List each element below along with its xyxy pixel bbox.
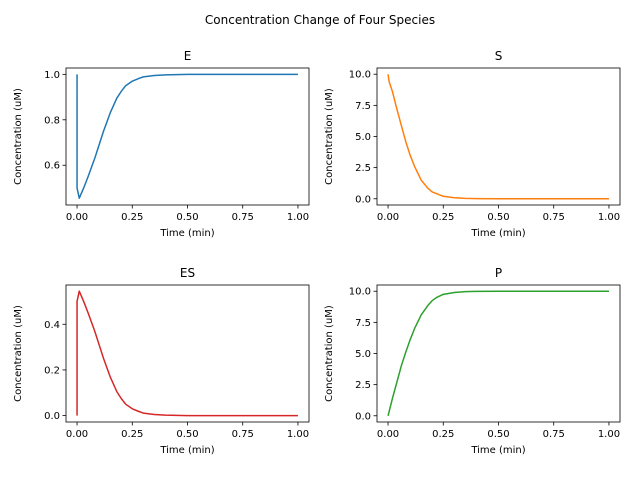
subplot-title-es: ES <box>180 266 195 280</box>
x-tick-label: 0.00 <box>66 429 88 440</box>
y-tick-label: 7.5 <box>355 101 371 112</box>
y-tick-label: 0.6 <box>44 161 60 172</box>
y-tick-label: 0.0 <box>355 411 371 422</box>
x-tick-label: 1.00 <box>287 429 309 440</box>
subplot-e: E 0.00 0.25 0.50 0.75 1.00 0.6 0.8 1.0 Time (min)… <box>13 49 310 239</box>
y-axis-label-e: Concentration (uM) <box>13 88 24 185</box>
x-tick-label: 0.75 <box>232 212 254 223</box>
x-tick-label: 0.50 <box>176 429 198 440</box>
x-axis-label-s: Time (min) <box>470 228 525 239</box>
x-tick-label: 0.00 <box>377 212 399 223</box>
subplot-es: ES 0.00 0.25 0.50 0.75 1.00 0.0 0.2 0.4 Time (min… <box>13 266 310 456</box>
subplot-p: P 0.00 0.25 0.50 0.75 1.00 0.0 2.5 5.0 7.5 10.0 Tim… <box>324 266 621 456</box>
x-tick-label: 1.00 <box>287 212 309 223</box>
y-tick-label: 5.0 <box>355 132 371 143</box>
x-tick-label: 0.50 <box>487 429 509 440</box>
y-tick-label: 5.0 <box>355 349 371 360</box>
x-tick-label: 0.50 <box>176 212 198 223</box>
x-tick-label: 0.75 <box>543 429 565 440</box>
plot-area-es <box>65 284 310 423</box>
series-line-p <box>387 290 609 416</box>
x-tick-label: 1.00 <box>598 212 620 223</box>
y-tick-label: 0.4 <box>44 320 60 331</box>
x-axis-label-e: Time (min) <box>159 228 214 239</box>
y-axis-label-p: Concentration (uM) <box>324 305 335 402</box>
x-tick-label: 0.75 <box>232 429 254 440</box>
x-tick-label: 0.25 <box>432 429 454 440</box>
series-line-es <box>76 290 298 417</box>
y-tick-label: 2.5 <box>355 380 371 391</box>
series-line-e <box>76 73 298 199</box>
subplot-title-s: S <box>495 49 503 63</box>
y-tick-label: 1.0 <box>44 70 60 81</box>
figure-title: Concentration Change of Four Species <box>205 13 435 27</box>
plot-area-e <box>65 67 310 206</box>
y-tick-label: 10.0 <box>349 287 371 298</box>
subplot-s: S 0.00 0.25 0.50 0.75 1.00 0.0 2.5 5.0 7.5 10.0 Tim… <box>324 49 621 239</box>
y-axis-label-s: Concentration (uM) <box>324 88 335 185</box>
series-line-s <box>387 74 609 200</box>
y-tick-label: 7.5 <box>355 318 371 329</box>
x-tick-label: 0.00 <box>66 212 88 223</box>
y-tick-label: 10.0 <box>349 70 371 81</box>
subplot-title-p: P <box>495 266 502 280</box>
y-tick-label: 2.5 <box>355 163 371 174</box>
y-tick-label: 0.0 <box>355 194 371 205</box>
plot-area-p <box>376 284 621 423</box>
y-tick-label: 0.8 <box>44 115 60 126</box>
x-tick-label: 0.75 <box>543 212 565 223</box>
x-tick-label: 0.00 <box>377 429 399 440</box>
x-tick-label: 0.50 <box>487 212 509 223</box>
x-axis-label-es: Time (min) <box>159 445 214 456</box>
subplot-title-e: E <box>184 49 192 63</box>
x-tick-label: 1.00 <box>598 429 620 440</box>
plot-area-s <box>376 67 621 206</box>
y-tick-label: 0.0 <box>44 411 60 422</box>
x-tick-label: 0.25 <box>121 429 143 440</box>
x-tick-label: 0.25 <box>432 212 454 223</box>
x-tick-label: 0.25 <box>121 212 143 223</box>
y-axis-label-es: Concentration (uM) <box>13 305 24 402</box>
x-axis-label-p: Time (min) <box>470 445 525 456</box>
y-tick-label: 0.2 <box>44 365 60 376</box>
